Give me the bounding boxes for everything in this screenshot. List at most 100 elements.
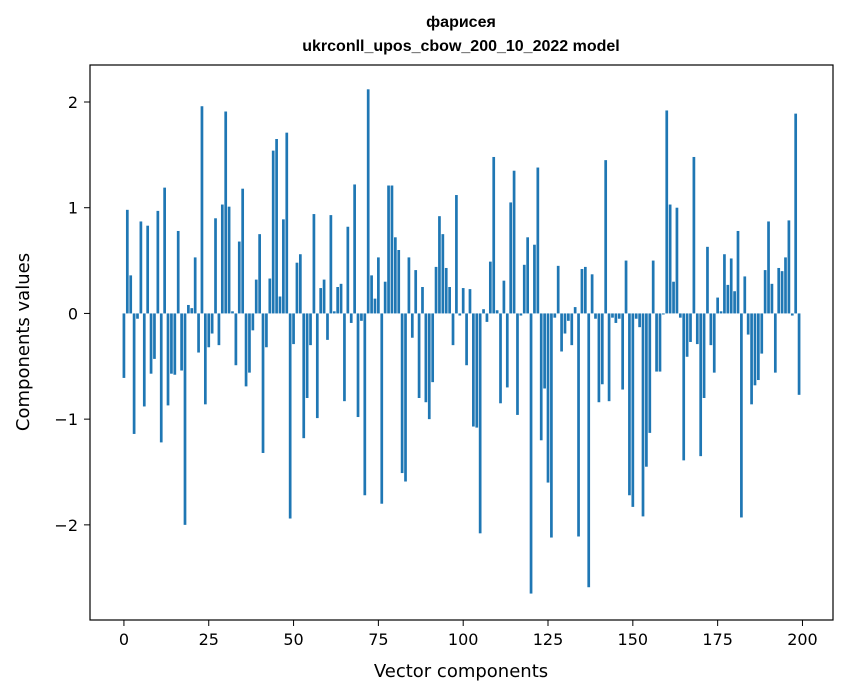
- bar-78: [387, 185, 390, 314]
- bar-3: [132, 313, 136, 434]
- bar-155: [648, 313, 652, 433]
- bar-158: [658, 313, 662, 372]
- bar-24: [203, 313, 207, 405]
- y-tick-label: 2: [68, 93, 78, 112]
- bar-129: [560, 313, 563, 352]
- bar-187: [757, 313, 760, 381]
- bar-1: [125, 209, 129, 314]
- bar-75: [377, 257, 380, 314]
- bar-117: [519, 313, 523, 316]
- bar-37: [248, 313, 251, 373]
- bar-85: [410, 313, 414, 338]
- bar-81: [397, 250, 401, 314]
- bar-36: [244, 313, 248, 387]
- bar-60: [326, 313, 329, 340]
- bar-180: [733, 291, 736, 314]
- bar-97: [451, 313, 455, 346]
- bar-122: [536, 167, 540, 314]
- bar-139: [594, 313, 597, 319]
- bar-161: [668, 204, 672, 314]
- bar-64: [339, 283, 343, 314]
- bar-39: [254, 279, 258, 314]
- bar-113: [505, 313, 509, 388]
- bars-group: [122, 89, 801, 594]
- bar-130: [563, 313, 567, 334]
- x-tick-label: 0: [119, 630, 129, 649]
- bar-169: [695, 313, 699, 345]
- bar-54: [305, 313, 309, 398]
- bar-185: [750, 313, 753, 405]
- bar-74: [373, 298, 377, 314]
- bar-120: [529, 313, 533, 594]
- bar-128: [556, 265, 560, 314]
- bar-82: [400, 313, 404, 474]
- bar-57: [315, 313, 319, 419]
- bar-119: [526, 237, 530, 314]
- bar-43: [268, 278, 272, 314]
- y-tick-label: 0: [68, 304, 78, 323]
- bar-190: [767, 221, 770, 314]
- bar-35: [241, 188, 245, 314]
- bar-40: [258, 234, 261, 314]
- y-tick-label: −2: [54, 516, 78, 535]
- bar-165: [682, 313, 686, 461]
- bar-73: [370, 275, 373, 314]
- bar-27: [214, 218, 217, 314]
- bar-17: [180, 313, 183, 371]
- x-tick-label: 100: [448, 630, 479, 649]
- bar-26: [210, 313, 214, 334]
- bar-191: [770, 283, 774, 314]
- x-tick-label: 200: [787, 630, 818, 649]
- bar-25: [207, 313, 211, 348]
- bar-174: [712, 313, 716, 373]
- bar-173: [709, 313, 713, 346]
- bar-28: [217, 313, 221, 346]
- bar-177: [723, 254, 726, 314]
- bar-46: [278, 296, 282, 314]
- bar-198: [794, 113, 798, 314]
- bar-5: [139, 221, 143, 314]
- bar-91: [431, 313, 435, 383]
- bar-105: [478, 313, 482, 534]
- bar-6: [142, 313, 146, 407]
- bar-11: [159, 313, 163, 443]
- bar-143: [607, 313, 611, 402]
- bar-87: [417, 313, 421, 398]
- bar-44: [271, 150, 275, 314]
- bar-199: [797, 313, 801, 395]
- bar-142: [604, 160, 608, 314]
- bar-188: [760, 313, 764, 354]
- bar-33: [234, 313, 238, 366]
- bar-170: [699, 313, 703, 457]
- bar-34: [237, 241, 241, 314]
- bar-178: [726, 284, 730, 314]
- bar-102: [468, 289, 472, 314]
- bar-68: [353, 184, 356, 314]
- bar-114: [509, 202, 513, 314]
- bar-77: [383, 281, 387, 314]
- bar-59: [322, 279, 326, 314]
- bar-29: [220, 204, 224, 314]
- y-tick-label: 1: [68, 199, 78, 218]
- bar-154: [645, 313, 648, 467]
- bar-79: [390, 185, 394, 314]
- bar-136: [583, 266, 587, 314]
- bar-18: [183, 313, 187, 525]
- bar-138: [590, 274, 594, 314]
- y-axis-label: Components values: [13, 253, 34, 431]
- bar-55: [309, 313, 312, 346]
- x-tick-label: 50: [283, 630, 303, 649]
- bar-183: [743, 276, 747, 314]
- bar-149: [628, 313, 631, 496]
- bar-48: [285, 132, 289, 314]
- bar-153: [641, 313, 645, 517]
- bar-179: [729, 258, 733, 314]
- bar-93: [438, 216, 441, 314]
- bar-135: [580, 269, 584, 314]
- bar-88: [421, 287, 424, 314]
- bar-193: [777, 267, 781, 314]
- bar-63: [336, 287, 340, 314]
- bar-127: [553, 313, 557, 318]
- bar-104: [475, 313, 479, 428]
- bar-51: [295, 262, 299, 314]
